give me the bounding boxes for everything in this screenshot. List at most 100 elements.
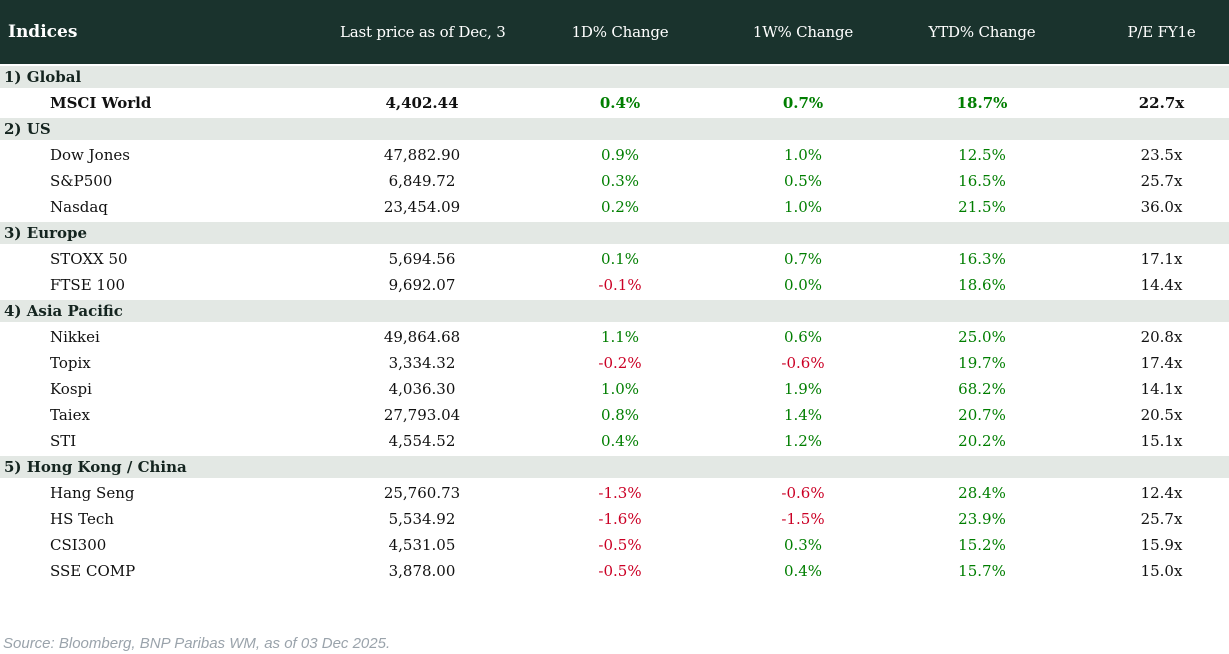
pe-fy1e-cell: 14.4x	[1140, 276, 1183, 294]
pe-fy1e-cell: 12.4x	[1140, 484, 1183, 502]
index-name-cell: CSI300	[50, 536, 107, 554]
ytd-change-cell: 28.4%	[958, 484, 1006, 502]
index-name-cell: Nasdaq	[50, 198, 108, 216]
table-row: Nikkei 49,864.68 1.1% 0.6% 25.0% 20.8x	[0, 324, 1229, 350]
last-price-cell: 5,694.56	[388, 250, 456, 268]
1w-change-cell: 0.0%	[783, 276, 823, 294]
table-row: S&P500 6,849.72 0.3% 0.5% 16.5% 25.7x	[0, 168, 1229, 194]
index-name-cell: S&P500	[50, 172, 113, 190]
table-row: MSCI World 4,402.44 0.4% 0.7% 18.7% 22.7x	[0, 90, 1229, 116]
section-row: 2) US	[0, 116, 1229, 142]
table-row: Hang Seng 25,760.73 -1.3% -0.6% 28.4% 12.4x	[0, 480, 1229, 506]
section-label: 4) Asia Pacific	[4, 302, 123, 320]
table-row: HS Tech 5,534.92 -1.6% -1.5% 23.9% 25.7x	[0, 506, 1229, 532]
index-name-cell: Kospi	[50, 380, 92, 398]
ytd-change-cell: 20.2%	[958, 432, 1006, 450]
section-label: 3) Europe	[4, 224, 88, 242]
1d-change-cell: 1.1%	[600, 328, 640, 346]
ytd-change-cell: 15.2%	[958, 536, 1006, 554]
1d-change-cell: -1.6%	[598, 510, 642, 528]
index-name-cell: HS Tech	[50, 510, 114, 528]
1d-change-cell: -0.1%	[598, 276, 642, 294]
1d-change-cell: 0.4%	[600, 432, 640, 450]
1d-change-cell: -0.5%	[598, 536, 642, 554]
ytd-change-cell: 25.0%	[958, 328, 1006, 346]
ytd-change-cell: 20.7%	[958, 406, 1006, 424]
1d-change-cell: -0.2%	[598, 354, 642, 372]
last-price-cell: 9,692.07	[388, 276, 456, 294]
pe-fy1e-cell: 36.0x	[1140, 198, 1183, 216]
table-header-row: Indices Last price as of Dec, 3 1D% Chan…	[0, 0, 1229, 64]
1d-change-cell: 0.3%	[600, 172, 640, 190]
section-label: 1) Global	[4, 68, 82, 86]
index-name-cell: Taiex	[50, 406, 90, 424]
pe-fy1e-cell: 15.1x	[1140, 432, 1183, 450]
table-row: SSE COMP 3,878.00 -0.5% 0.4% 15.7% 15.0x	[0, 558, 1229, 584]
last-price-cell: 4,531.05	[388, 536, 456, 554]
index-name-cell: Topix	[50, 354, 91, 372]
1d-change-cell: 0.2%	[600, 198, 640, 216]
pe-fy1e-cell: 15.9x	[1140, 536, 1183, 554]
table-row: Nasdaq 23,454.09 0.2% 1.0% 21.5% 36.0x	[0, 194, 1229, 220]
last-price-cell: 4,554.52	[388, 432, 456, 450]
table-row: Topix 3,334.32 -0.2% -0.6% 19.7% 17.4x	[0, 350, 1229, 376]
index-name-cell: SSE COMP	[50, 562, 136, 580]
last-price-cell: 4,402.44	[385, 94, 459, 112]
pe-fy1e-cell: 20.8x	[1140, 328, 1183, 346]
source-note: Source: Bloomberg, BNP Paribas WM, as of…	[3, 635, 391, 652]
section-label: 5) Hong Kong / China	[4, 458, 187, 476]
section-row: 3) Europe	[0, 220, 1229, 246]
ytd-change-cell: 19.7%	[958, 354, 1006, 372]
index-name-cell: Hang Seng	[50, 484, 135, 502]
1w-change-cell: 0.6%	[783, 328, 823, 346]
index-name-cell: STOXX 50	[50, 250, 128, 268]
last-price-cell: 49,864.68	[383, 328, 461, 346]
1w-change-cell: -1.5%	[781, 510, 825, 528]
pe-fy1e-cell: 25.7x	[1140, 172, 1183, 190]
1d-change-cell: 0.1%	[600, 250, 640, 268]
1w-change-cell: 1.0%	[783, 146, 823, 164]
ytd-change-cell: 18.7%	[956, 94, 1008, 112]
1d-change-cell: 0.8%	[600, 406, 640, 424]
1w-change-cell: 1.2%	[783, 432, 823, 450]
column-header-1d-change: 1D% Change	[571, 23, 669, 41]
pe-fy1e-cell: 20.5x	[1140, 406, 1183, 424]
last-price-cell: 25,760.73	[383, 484, 461, 502]
ytd-change-cell: 68.2%	[958, 380, 1006, 398]
section-row: 5) Hong Kong / China	[0, 454, 1229, 480]
last-price-cell: 23,454.09	[383, 198, 461, 216]
table-row: Taiex 27,793.04 0.8% 1.4% 20.7% 20.5x	[0, 402, 1229, 428]
last-price-cell: 4,036.30	[388, 380, 456, 398]
pe-fy1e-cell: 14.1x	[1140, 380, 1183, 398]
table-body: 1) Global MSCI World 4,402.44 0.4% 0.7% 18.7%…	[0, 64, 1229, 584]
1d-change-cell: 0.4%	[599, 94, 641, 112]
table-row: Kospi 4,036.30 1.0% 1.9% 68.2% 14.1x	[0, 376, 1229, 402]
pe-fy1e-cell: 17.1x	[1140, 250, 1183, 268]
ytd-change-cell: 18.6%	[958, 276, 1006, 294]
1w-change-cell: 0.7%	[782, 94, 824, 112]
pe-fy1e-cell: 17.4x	[1140, 354, 1183, 372]
ytd-change-cell: 15.7%	[958, 562, 1006, 580]
1d-change-cell: -0.5%	[598, 562, 642, 580]
index-name-cell: Nikkei	[50, 328, 100, 346]
column-header-1w-change: 1W% Change	[752, 23, 854, 41]
index-name-cell: FTSE 100	[50, 276, 126, 294]
table-row: CSI300 4,531.05 -0.5% 0.3% 15.2% 15.9x	[0, 532, 1229, 558]
1w-change-cell: 0.5%	[783, 172, 823, 190]
column-header-ytd-change: YTD% Change	[928, 23, 1036, 41]
table-row: Dow Jones 47,882.90 0.9% 1.0% 12.5% 23.5x	[0, 142, 1229, 168]
ytd-change-cell: 23.9%	[958, 510, 1006, 528]
index-name-cell: STI	[50, 432, 77, 450]
section-row: 1) Global	[0, 64, 1229, 90]
pe-fy1e-cell: 15.0x	[1140, 562, 1183, 580]
1d-change-cell: 1.0%	[600, 380, 640, 398]
1d-change-cell: 0.9%	[600, 146, 640, 164]
1w-change-cell: 1.9%	[783, 380, 823, 398]
last-price-cell: 27,793.04	[383, 406, 461, 424]
last-price-cell: 3,334.32	[388, 354, 456, 372]
last-price-cell: 6,849.72	[388, 172, 456, 190]
1w-change-cell: 1.0%	[783, 198, 823, 216]
column-header-pe-fy1e: P/E FY1e	[1127, 23, 1196, 41]
last-price-cell: 47,882.90	[383, 146, 461, 164]
